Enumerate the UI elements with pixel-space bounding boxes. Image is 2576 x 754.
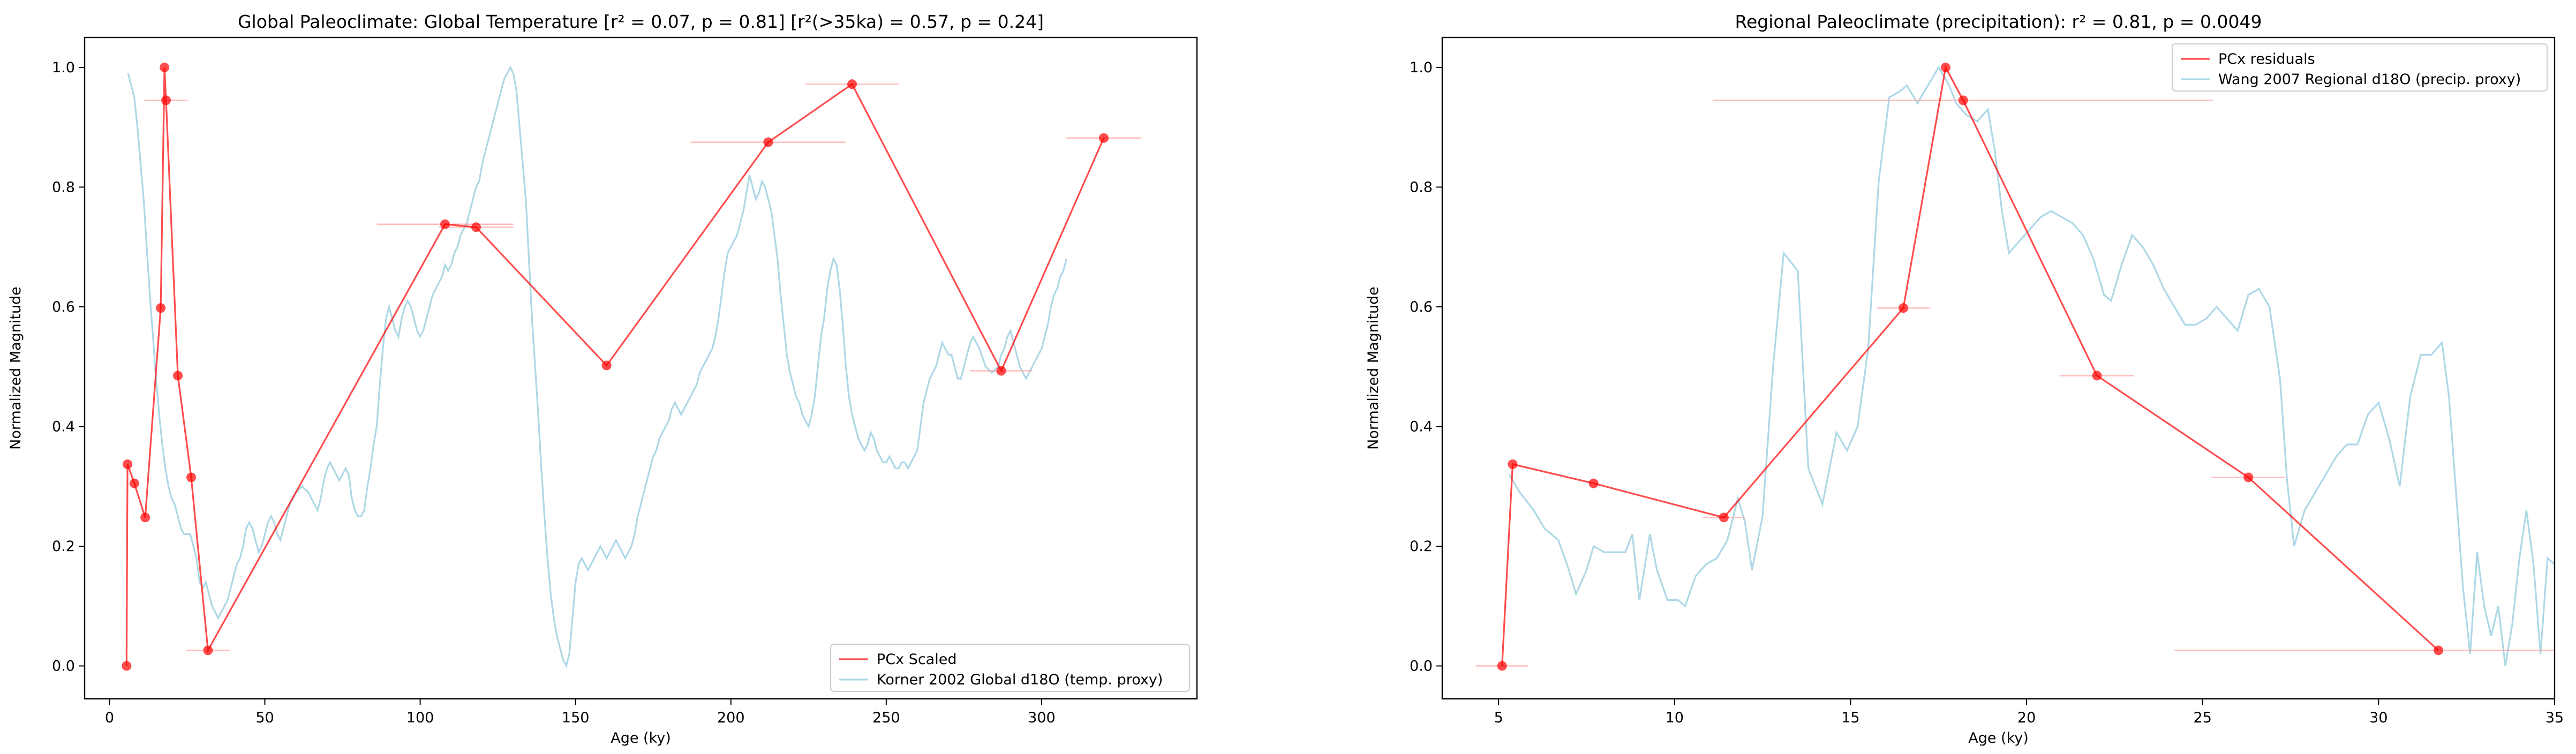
data-point (129, 478, 139, 488)
x-tick-label: 150 (562, 710, 590, 726)
x-tick-label: 300 (1028, 710, 1056, 726)
data-point (847, 79, 857, 89)
y-tick-label: 1.0 (1410, 59, 1433, 76)
data-point (1719, 512, 1729, 523)
legend-label: Korner 2002 Global d18O (temp. proxy) (877, 672, 1163, 688)
x-tick-label: 25 (2194, 710, 2212, 726)
data-point (1958, 95, 1968, 105)
y-tick-label: 0.2 (52, 538, 75, 555)
data-point (140, 512, 150, 523)
series-line-proxy (127, 65, 1067, 668)
left-chart-panel: 0 50 100 150 200 250 300 0.0 0.2 0.4 0.6 0.8 1.0 Age … (7, 11, 1198, 747)
x-tick-label: 20 (2017, 710, 2036, 726)
plot-area (122, 62, 1141, 671)
data-point (471, 222, 481, 232)
data-point (1098, 133, 1109, 143)
legend-label: Wang 2007 Regional d18O (precip. proxy) (2218, 71, 2521, 88)
x-tick-label: 0 (105, 710, 114, 726)
x-tick-label: 50 (255, 710, 274, 726)
legend: PCx Scaled Korner 2002 Global d18O (temp.… (830, 644, 1190, 692)
x-tick-label: 5 (1494, 710, 1503, 726)
data-point (1588, 478, 1599, 488)
data-point (1899, 303, 1909, 313)
legend: PCx residuals Wang 2007 Regional d18O (pr… (2172, 43, 2548, 92)
x-tick-label: 200 (717, 710, 745, 726)
data-point (173, 371, 183, 381)
y-axis-label: Normalized Magnitude (7, 286, 24, 450)
chart-title: Global Paleoclimate: Global Temperature … (238, 11, 1044, 32)
x-axis-label: Age (ky) (1968, 730, 2029, 747)
data-point (186, 472, 196, 482)
data-point (123, 459, 133, 469)
data-point (996, 366, 1006, 376)
x-tick-label: 30 (2369, 710, 2387, 726)
x-tick-label: 35 (2545, 710, 2564, 726)
data-point (2434, 645, 2444, 655)
data-point (1497, 661, 1507, 671)
data-point (2243, 472, 2254, 482)
x-tick-label: 100 (406, 710, 434, 726)
axes-frame (84, 36, 1198, 700)
data-point (160, 62, 170, 72)
data-point (161, 95, 171, 105)
y-tick-label: 0.4 (52, 418, 75, 435)
axes-frame (1441, 36, 2556, 700)
x-tick-label: 15 (1841, 710, 1859, 726)
y-tick-label: 0.6 (1410, 299, 1433, 315)
data-point (763, 137, 773, 147)
legend-box (830, 644, 1190, 692)
y-tick-label: 0.8 (52, 179, 75, 195)
y-axis-label: Normalized Magnitude (1365, 286, 1382, 450)
y-tick-label: 0.4 (1410, 418, 1433, 435)
data-point (601, 360, 612, 371)
y-tick-label: 0.2 (1410, 538, 1433, 555)
y-tick-label: 1.0 (52, 59, 75, 76)
data-point (2092, 371, 2102, 381)
data-point (1508, 459, 1518, 469)
plot-area (1475, 62, 2555, 671)
x-tick-label: 250 (872, 710, 900, 726)
legend-box (2172, 43, 2548, 92)
y-tick-label: 0.8 (1410, 179, 1433, 195)
data-point (1940, 62, 1950, 72)
series-line-proxy (1508, 65, 2555, 666)
right-chart-panel: 5 10 15 20 25 30 35 0.0 0.2 0.4 0.6 0.8 1.0 Age (ky) N… (1365, 11, 2564, 747)
data-point (203, 645, 213, 655)
x-tick-label: 10 (1666, 710, 1684, 726)
y-tick-label: 0.0 (1410, 658, 1433, 675)
series-line-pcx (1501, 65, 2439, 666)
legend-label: PCx Scaled (877, 651, 956, 668)
data-point (440, 219, 450, 229)
data-point (156, 303, 166, 313)
legend-label: PCx residuals (2218, 51, 2315, 67)
x-axis-label: Age (ky) (611, 730, 671, 747)
data-point (122, 661, 132, 671)
chart-title: Regional Paleoclimate (precipitation): r… (1735, 11, 2262, 32)
y-tick-label: 0.0 (52, 658, 75, 675)
y-tick-label: 0.6 (52, 299, 75, 315)
